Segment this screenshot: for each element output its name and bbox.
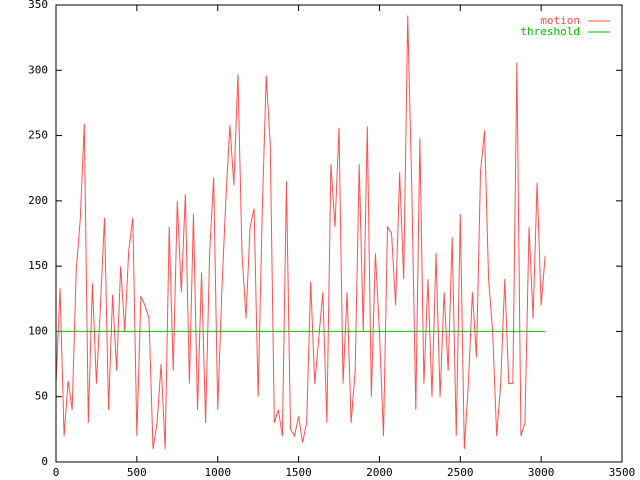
x-tick-label: 0 xyxy=(53,466,60,479)
y-tick-label: 350 xyxy=(28,0,48,11)
y-tick-label: 300 xyxy=(28,63,48,76)
plot-frame xyxy=(55,4,623,463)
x-tick-label: 2000 xyxy=(366,466,393,479)
legend-label: threshold xyxy=(520,25,580,38)
x-tick-label: 500 xyxy=(127,466,147,479)
x-tick-label: 1000 xyxy=(204,466,231,479)
x-tick-label: 2500 xyxy=(447,466,474,479)
y-tick-label: 200 xyxy=(28,194,48,207)
y-tick-label: 100 xyxy=(28,324,48,337)
y-tick-label: 150 xyxy=(28,259,48,272)
x-tick-label: 1500 xyxy=(285,466,312,479)
series-line xyxy=(55,15,546,450)
y-tick-label: 250 xyxy=(28,129,48,142)
legend-label: motion xyxy=(540,14,580,27)
x-tick-label: 3000 xyxy=(528,466,555,479)
y-tick-label: 0 xyxy=(41,455,48,468)
y-tick-label: 50 xyxy=(35,390,48,403)
x-tick-label: 3500 xyxy=(609,466,636,479)
